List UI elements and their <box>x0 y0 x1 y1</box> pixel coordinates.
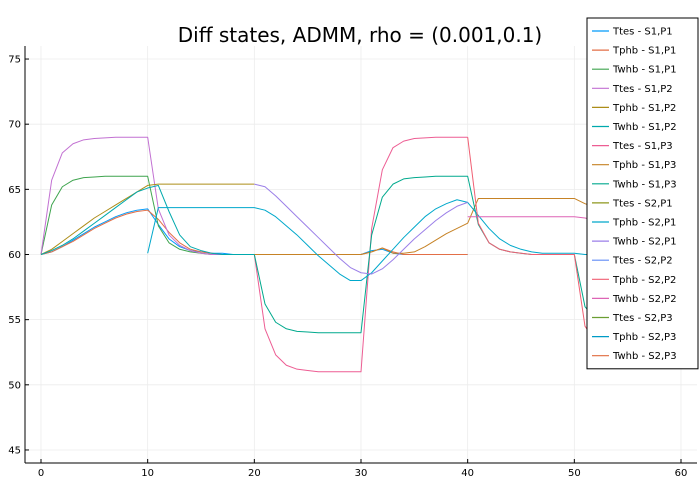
legend-label: Twhb - S1,P1 <box>612 65 677 76</box>
series-line <box>254 183 468 275</box>
x-tick-label: 30 <box>355 468 368 479</box>
legend-label: Tphb - S1,P1 <box>612 46 676 57</box>
legend-label: Ttes - S1,P1 <box>612 27 673 38</box>
series-line <box>467 137 597 343</box>
x-tick-label: 10 <box>141 468 154 479</box>
series-line <box>254 197 596 255</box>
y-tick-label: 50 <box>8 380 21 391</box>
legend-label: Ttes - S2,P3 <box>612 313 673 324</box>
series-lines <box>40 136 597 373</box>
y-tick-label: 60 <box>8 250 21 261</box>
legend-label: Twhb - S2,P2 <box>612 294 677 305</box>
legend-label: Tphb - S2,P3 <box>612 332 676 343</box>
y-tick-label: 55 <box>8 315 21 326</box>
x-tick-label: 40 <box>461 468 474 479</box>
legend-label: Tphb - S1,P2 <box>612 103 676 114</box>
chart-title: Diff states, ADMM, rho = (0.001,0.1) <box>178 23 542 47</box>
legend-label: Tphb - S2,P2 <box>612 275 676 286</box>
y-tick-label: 70 <box>8 120 21 131</box>
x-tick-label: 0 <box>38 468 44 479</box>
y-tick-label: 45 <box>8 445 21 456</box>
legend-label: Ttes - S2,P1 <box>612 198 673 209</box>
series-line <box>40 184 255 255</box>
legend-label: Twhb - S2,P1 <box>612 237 677 248</box>
legend-label: Tphb - S1,P3 <box>612 160 676 171</box>
x-tick-label: 60 <box>675 468 688 479</box>
x-tick-label: 50 <box>568 468 581 479</box>
legend-label: Twhb - S1,P2 <box>612 122 677 133</box>
legend-label: Ttes - S1,P2 <box>612 84 673 95</box>
series-line <box>40 183 255 255</box>
legend-box <box>586 17 699 370</box>
y-tick-label: 75 <box>8 55 21 66</box>
legend-label: Tphb - S2,P1 <box>612 218 676 229</box>
legend: Ttes - S1,P1 Tphb - S1,P1 Twhb - S1,P1 Ttes… <box>586 17 699 370</box>
y-tick-labels: 45 50 55 60 65 70 75 <box>8 55 21 457</box>
series-line <box>147 199 596 282</box>
axes <box>24 46 697 464</box>
x-tick-label: 20 <box>248 468 261 479</box>
legend-label: Twhb - S1,P3 <box>612 179 677 190</box>
legend-label: Ttes - S1,P3 <box>612 141 673 152</box>
series-line <box>467 216 596 222</box>
series-line <box>253 136 468 373</box>
legend-label: Twhb - S2,P3 <box>612 351 677 362</box>
y-tick-label: 65 <box>8 185 21 196</box>
x-tick-labels: 0 10 20 30 40 50 60 <box>38 468 688 479</box>
legend-label: Ttes - S2,P2 <box>612 256 673 267</box>
